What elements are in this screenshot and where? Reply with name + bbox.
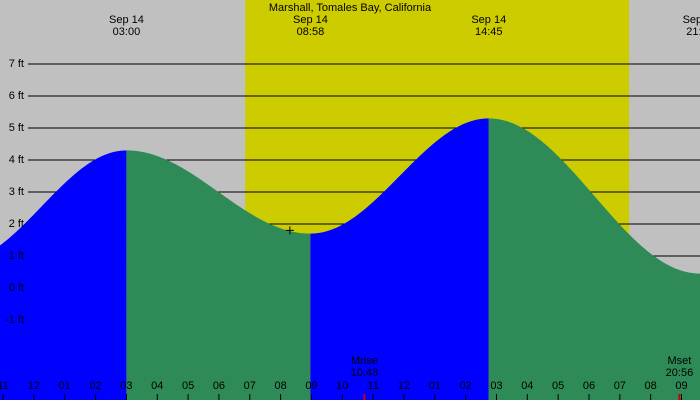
rising-tide xyxy=(310,118,489,400)
chart-title: Marshall, Tomales Bay, California xyxy=(269,2,432,14)
x-tick-label: 06 xyxy=(583,380,595,392)
x-tick-label: 07 xyxy=(614,380,626,392)
x-tick-label: 02 xyxy=(89,380,101,392)
x-tick-label: 01 xyxy=(59,380,71,392)
x-tick-label: 02 xyxy=(460,380,472,392)
x-tick-label: 03 xyxy=(490,380,502,392)
extreme-date: Sep 14 xyxy=(293,14,328,26)
x-tick-label: 08 xyxy=(274,380,286,392)
extreme-time: 08:58 xyxy=(297,26,325,38)
x-tick-label: 04 xyxy=(521,380,533,392)
y-tick-label: 6 ft xyxy=(9,90,24,102)
falling-tide xyxy=(488,118,700,400)
x-tick-label: 07 xyxy=(244,380,256,392)
y-tick-label: -1 ft xyxy=(5,314,24,326)
extreme-time: 14:45 xyxy=(475,26,503,38)
y-tick-label: 7 ft xyxy=(9,58,24,70)
moon-event-time: 20:56 xyxy=(666,367,694,379)
x-tick-label: 10 xyxy=(336,380,348,392)
x-tick-label: 12 xyxy=(398,380,410,392)
x-tick-label: 08 xyxy=(645,380,657,392)
y-tick-label: 4 ft xyxy=(9,154,24,166)
extreme-date: Sep 14 xyxy=(683,14,700,26)
y-tick-label: 3 ft xyxy=(9,186,24,198)
moon-event-name: Mset xyxy=(668,355,692,367)
y-tick-label: 1 ft xyxy=(9,250,24,262)
extreme-date: Sep 14 xyxy=(471,14,506,26)
y-tick-label: 2 ft xyxy=(9,218,24,230)
x-tick-label: 04 xyxy=(151,380,163,392)
x-tick-label: 06 xyxy=(213,380,225,392)
rising-tide xyxy=(0,150,127,400)
x-tick-label: 11 xyxy=(367,380,378,392)
x-tick-label: 09 xyxy=(675,380,687,392)
current-marker xyxy=(285,226,294,235)
extreme-time: 03:00 xyxy=(113,26,141,38)
x-tick-label: 12 xyxy=(28,380,40,392)
moon-event-name: Mrise xyxy=(351,355,378,367)
x-tick-label: 05 xyxy=(552,380,564,392)
falling-tide xyxy=(126,150,311,400)
x-tick-label: 05 xyxy=(182,380,194,392)
y-tick-label: 5 ft xyxy=(9,122,24,134)
y-tick-label: 0 ft xyxy=(9,282,24,294)
x-tick-label: 09 xyxy=(305,380,317,392)
x-tick-label: 03 xyxy=(120,380,132,392)
extreme-date: Sep 14 xyxy=(109,14,144,26)
x-tick-label: 01 xyxy=(429,380,441,392)
extreme-time: 21:36 xyxy=(686,26,700,38)
moon-event-time: 10:43 xyxy=(351,367,379,379)
x-tick-label: 11 xyxy=(0,380,9,392)
